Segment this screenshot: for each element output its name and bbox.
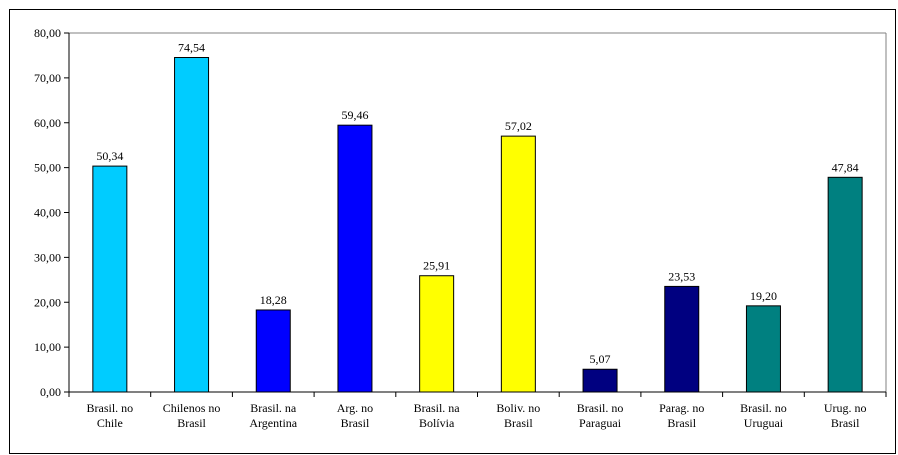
y-tick-label: 60,00 xyxy=(34,116,61,130)
x-category-label: Uruguai xyxy=(744,416,784,430)
bar xyxy=(500,135,536,393)
x-category-label: Brasil. na xyxy=(414,401,461,415)
x-category-label: Urug. no xyxy=(824,401,867,415)
x-category-label: Paraguai xyxy=(579,416,622,430)
data-label: 25,91 xyxy=(423,259,450,273)
y-tick-label: 10,00 xyxy=(34,340,61,354)
bar xyxy=(255,309,291,393)
data-label: 19,20 xyxy=(750,289,777,303)
bar xyxy=(745,305,781,393)
x-category-label: Brasil. no xyxy=(87,401,134,415)
x-category-label: Brasil xyxy=(504,416,533,430)
data-label: 5,07 xyxy=(590,352,611,366)
y-tick-label: 20,00 xyxy=(34,295,61,309)
x-category-label: Boliv. no xyxy=(496,401,540,415)
data-label: 50,34 xyxy=(96,149,123,163)
y-tick-label: 50,00 xyxy=(34,161,61,175)
x-category-label: Chilenos no xyxy=(163,401,221,415)
y-tick-label: 0,00 xyxy=(40,385,61,399)
data-label: 47,84 xyxy=(832,160,859,174)
x-category-label: Bolívia xyxy=(419,416,455,430)
x-category-label: Brasil xyxy=(177,416,206,430)
data-label: 74,54 xyxy=(178,41,205,55)
x-category-label: Brasil. na xyxy=(250,401,297,415)
x-category-label: Brasil xyxy=(667,416,696,430)
x-category-label: Brasil xyxy=(831,416,860,430)
y-tick-label: 80,00 xyxy=(34,26,61,40)
data-label: 18,28 xyxy=(260,293,287,307)
y-tick-label: 40,00 xyxy=(34,206,61,220)
y-tick-label: 70,00 xyxy=(34,71,61,85)
x-category-label: Brasil. no xyxy=(740,401,787,415)
x-category-label: Argentina xyxy=(249,416,297,430)
data-label: 59,46 xyxy=(341,108,368,122)
x-category-label: Brasil xyxy=(341,416,370,430)
x-category-label: Arg. no xyxy=(337,401,373,415)
x-category-label: Chile xyxy=(97,416,123,430)
bar xyxy=(664,285,700,393)
bar xyxy=(827,176,863,393)
plot-area: 0,00 10,00 20,00 30,00 40,00 50,00 60,00 70,00 8… xyxy=(34,26,887,430)
data-label: 57,02 xyxy=(505,119,532,133)
bar xyxy=(174,57,210,393)
x-category-label: Brasil. no xyxy=(577,401,624,415)
bar xyxy=(582,368,618,393)
y-tick-label: 30,00 xyxy=(34,250,61,264)
bar xyxy=(337,124,373,393)
x-category-label: Parag. no xyxy=(659,401,704,415)
bar xyxy=(419,275,455,393)
data-label: 23,53 xyxy=(668,269,695,283)
bar xyxy=(92,165,128,393)
